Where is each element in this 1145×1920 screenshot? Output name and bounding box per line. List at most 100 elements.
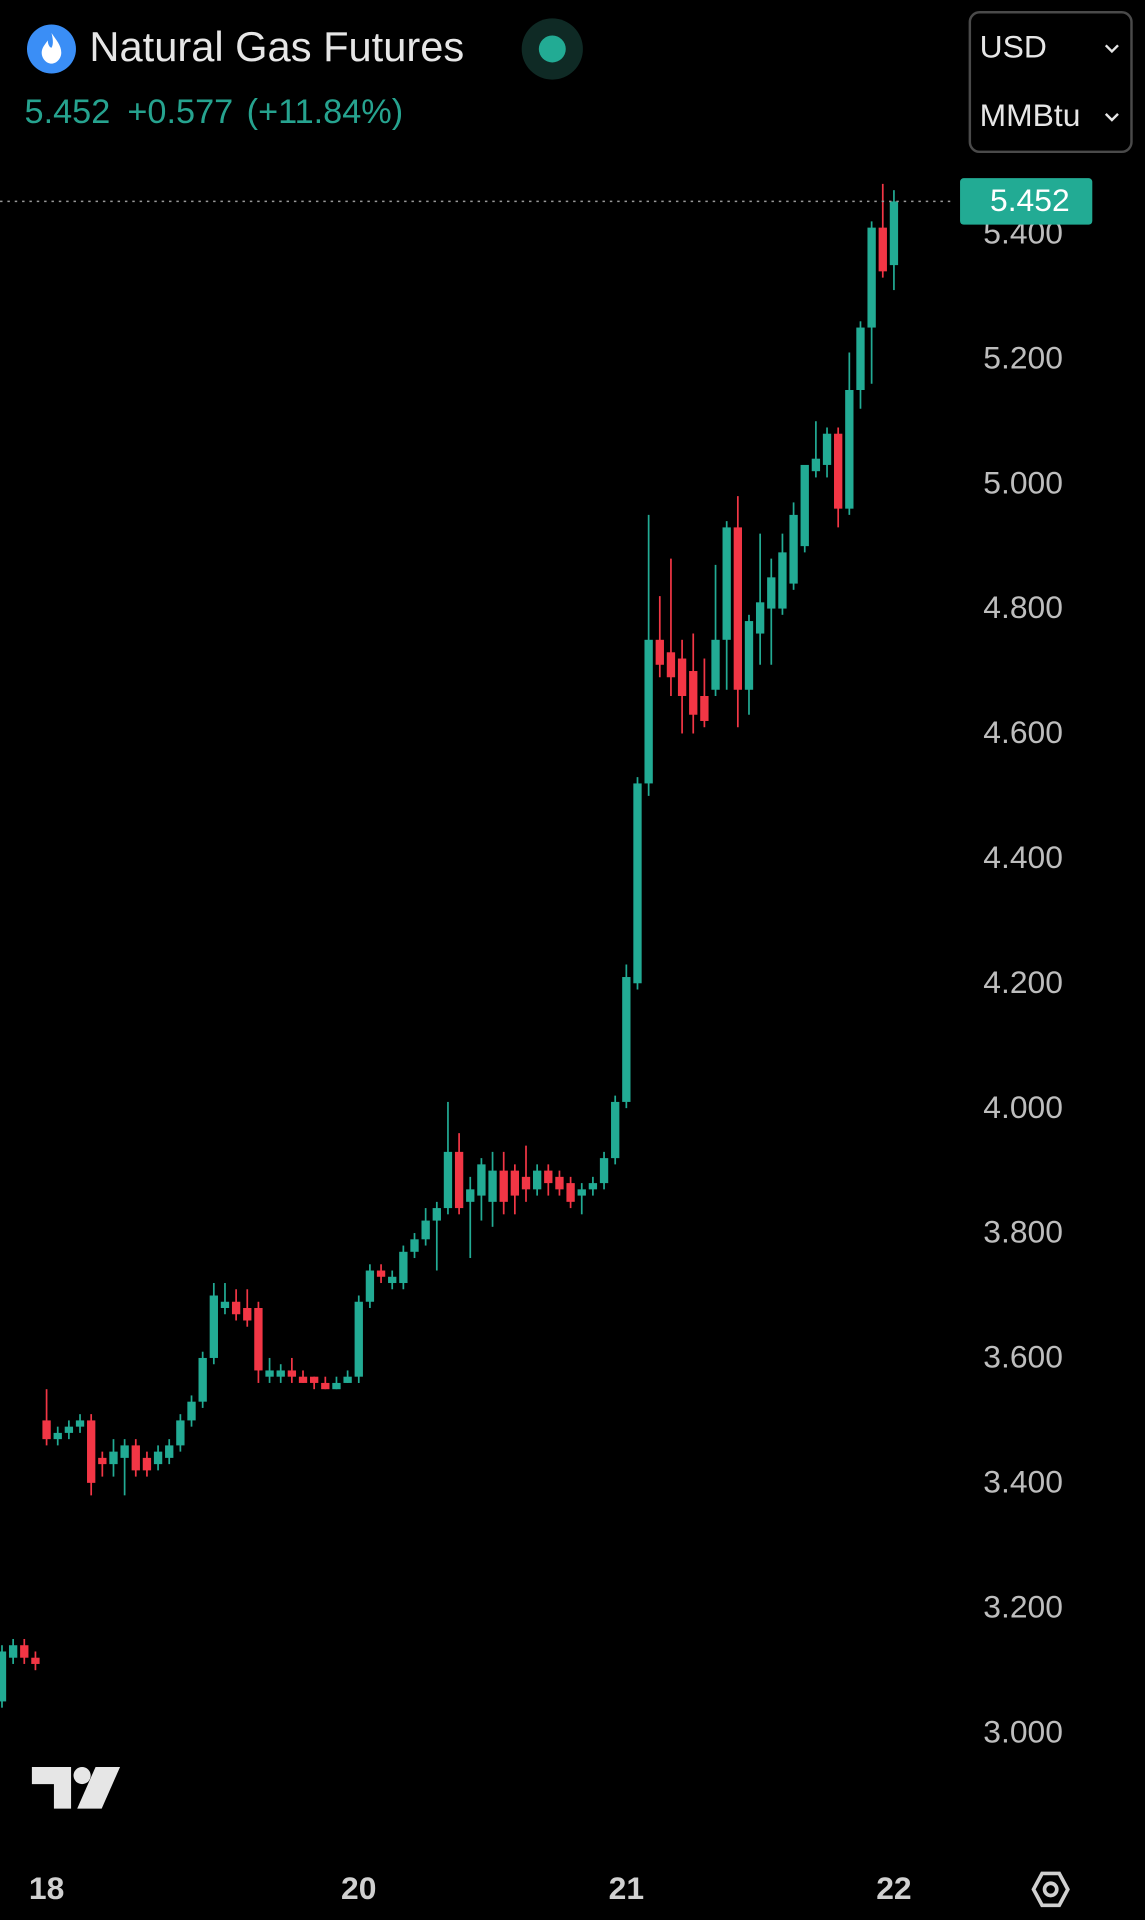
candle-body — [153, 1451, 163, 1465]
candle-body — [31, 1657, 40, 1664]
candle-body — [231, 1301, 241, 1315]
candle-body — [131, 1445, 140, 1471]
chart-title: Natural Gas Futures — [89, 23, 464, 70]
candle-body — [789, 514, 798, 584]
currency-label[interactable]: USD — [980, 28, 1047, 64]
candle-body — [555, 1176, 564, 1190]
settings-button[interactable] — [1031, 1871, 1070, 1908]
candle-body — [811, 458, 821, 472]
unit-label[interactable]: MMBtu — [980, 97, 1081, 133]
candle-body — [845, 390, 854, 509]
candle-body — [689, 671, 698, 715]
flame-icon — [41, 33, 62, 64]
candle-body — [599, 1158, 609, 1184]
candle-body — [343, 1376, 352, 1383]
candle-body — [388, 1276, 397, 1284]
candle-body — [321, 1382, 330, 1390]
candle-body — [399, 1251, 408, 1284]
candle-body — [243, 1308, 252, 1321]
candle-body — [376, 1270, 386, 1277]
candle-body — [834, 433, 843, 509]
candle-body — [220, 1301, 230, 1308]
candle-body — [287, 1370, 297, 1377]
candle-body — [655, 639, 664, 665]
candle-body — [867, 227, 876, 328]
candle-body — [822, 433, 832, 465]
candle-body — [510, 1170, 520, 1196]
candle-body — [733, 527, 743, 690]
candle-body — [365, 1270, 375, 1302]
candle-body — [644, 639, 653, 784]
candle-body — [521, 1176, 531, 1190]
candle-body — [767, 577, 776, 609]
candle-body — [633, 783, 642, 984]
candle-body — [466, 1189, 475, 1202]
candle-body — [666, 652, 676, 678]
candle-body — [755, 602, 765, 634]
candle-body — [499, 1170, 508, 1202]
last-price: 5.452 — [25, 93, 111, 131]
candle-body — [198, 1357, 207, 1402]
candle-body — [187, 1401, 196, 1421]
candle-body — [75, 1420, 85, 1427]
last-price-badge — [960, 178, 1093, 225]
y-tick-label: 3.600 — [983, 1339, 1063, 1375]
candle-body — [711, 639, 720, 690]
candle-body — [20, 1645, 29, 1658]
y-tick-label: 3.200 — [983, 1588, 1063, 1624]
y-tick-label: 3.400 — [983, 1463, 1063, 1499]
y-tick-label: 3.000 — [983, 1713, 1063, 1749]
x-tick-label: 22 — [876, 1870, 911, 1906]
last-price-badge-label: 5.452 — [990, 182, 1070, 218]
candle-body — [53, 1432, 62, 1440]
x-tick-label: 18 — [29, 1870, 64, 1906]
candle-body — [488, 1170, 497, 1202]
candle-body — [454, 1151, 464, 1209]
candle-body — [120, 1445, 129, 1458]
candle-body — [165, 1445, 174, 1458]
candle-body — [64, 1426, 74, 1433]
candle-body — [109, 1451, 118, 1465]
y-tick-label: 4.800 — [983, 589, 1063, 625]
candle-body — [677, 658, 687, 696]
price-change-percent: (+11.84%) — [247, 93, 404, 131]
x-tick-label: 20 — [341, 1870, 376, 1906]
candle-body — [477, 1164, 486, 1196]
candle-body — [276, 1370, 285, 1377]
candle-body — [566, 1183, 575, 1202]
y-tick-label: 3.800 — [983, 1214, 1063, 1250]
candle-body — [98, 1457, 107, 1465]
candle-body — [254, 1308, 263, 1371]
y-tick-label: 4.600 — [983, 714, 1063, 750]
plot-area — [0, 183, 899, 1708]
y-tick-label: 4.000 — [983, 1089, 1063, 1125]
candle-body — [532, 1170, 542, 1190]
candle-body — [310, 1376, 319, 1383]
candle-body — [443, 1151, 453, 1209]
candle-body — [778, 552, 787, 609]
y-tick-label: 4.200 — [983, 964, 1063, 1000]
candle-body — [878, 227, 887, 272]
candle-body — [176, 1420, 185, 1446]
candle-body — [744, 621, 754, 690]
candle-body — [142, 1457, 152, 1471]
chevron — [1104, 44, 1119, 54]
candle-body — [265, 1370, 274, 1377]
y-tick-label: 4.400 — [983, 839, 1063, 875]
candle-body — [800, 464, 809, 547]
candle-body — [332, 1382, 341, 1390]
y-tick-label: 5.200 — [983, 339, 1063, 375]
candle-body — [421, 1220, 430, 1240]
candle-body — [432, 1208, 441, 1221]
unit-selector[interactable] — [968, 11, 1133, 154]
y-tick-label: 5.000 — [983, 464, 1063, 500]
candle-body — [588, 1183, 598, 1190]
candle-body — [700, 696, 709, 721]
market-status-dot — [538, 35, 566, 63]
price-change: +0.577 — [127, 93, 233, 131]
candle-body — [611, 1101, 620, 1159]
logo — [31, 1766, 121, 1809]
